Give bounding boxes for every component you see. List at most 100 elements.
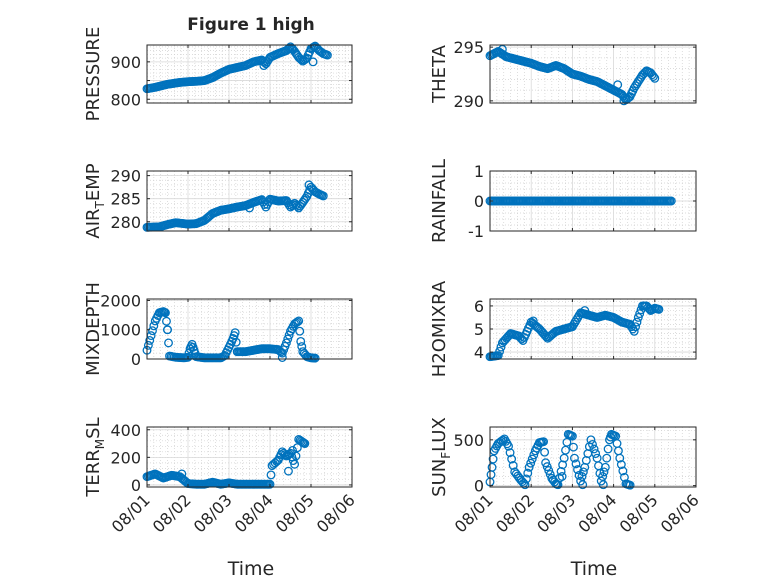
panel-h2omixra: 4 5 6 H2OMIXRA (429, 280, 697, 377)
y-axis-label: MIXDEPTH (83, 282, 104, 376)
panel-pressure: 800 900 PRESSURE (83, 27, 353, 122)
data-point (567, 431, 577, 441)
panel-terrain-msl: 0 200 400TERRMSL08/0108/0208/0308/0408/050… (83, 417, 359, 536)
series-markers (485, 429, 635, 490)
data-point (603, 444, 613, 454)
axes-frame (489, 426, 697, 488)
y-tick-label: 0 (131, 350, 141, 369)
data-point (162, 316, 171, 326)
data-point (505, 448, 515, 458)
y-tick-label: 290 (110, 167, 141, 186)
data-point (230, 328, 240, 338)
data-point (504, 441, 513, 451)
data-point (540, 447, 550, 457)
data-point (301, 193, 310, 203)
data-point (488, 454, 498, 464)
data-point (177, 469, 187, 479)
data-point (495, 346, 505, 356)
x-tick-label: 08/02 (492, 490, 538, 536)
data-point (524, 462, 534, 472)
axes-frame (146, 298, 353, 360)
x-tick-label: 08/01 (451, 490, 497, 536)
figure-title: Figure 1 high (187, 15, 315, 35)
data-point (308, 57, 318, 67)
y-tick-label: 295 (453, 38, 484, 57)
data-point (654, 304, 664, 314)
data-point (148, 326, 157, 336)
data-point (276, 347, 286, 357)
data-point (294, 316, 304, 326)
data-point (526, 458, 536, 468)
data-point (266, 470, 276, 480)
data-point (650, 73, 660, 83)
x-tick-label: 08/04 (231, 490, 277, 536)
data-point (586, 435, 596, 445)
data-point (613, 80, 623, 90)
x-axis-label-right: Time (570, 558, 618, 580)
y-tick-label: 5 (474, 320, 484, 339)
data-point (296, 336, 306, 346)
y-tick-label: 285 (110, 190, 141, 209)
x-tick-label: 08/04 (574, 490, 620, 536)
data-point (245, 203, 254, 213)
series-markers (142, 180, 328, 232)
data-point (541, 458, 551, 468)
y-tick-label: 2000 (100, 291, 141, 310)
y-axis-label: TERRMSL (83, 417, 107, 497)
y-tick-label: 1000 (100, 321, 141, 340)
data-point (318, 191, 328, 201)
data-point (487, 462, 497, 472)
data-point (616, 460, 626, 470)
data-point (160, 308, 170, 318)
data-point (304, 180, 314, 190)
data-point (523, 468, 533, 478)
data-point (629, 326, 639, 336)
data-point (507, 454, 517, 464)
data-point (577, 472, 587, 481)
data-point (666, 196, 676, 206)
data-point (556, 466, 566, 476)
y-tick-label: 280 (110, 213, 141, 232)
data-point (591, 449, 601, 459)
axes-frame (489, 44, 697, 104)
y-tick-label: 6 (474, 297, 484, 316)
data-point (163, 325, 172, 335)
y-axis-label: RAINFALL (429, 159, 450, 243)
y-axis-label: SUNFLUX (429, 417, 453, 497)
data-point (300, 439, 310, 448)
x-tick-label: 08/06 (657, 490, 703, 536)
data-point (527, 454, 537, 464)
data-point (295, 54, 305, 64)
data-point (295, 326, 305, 336)
data-point (625, 480, 635, 490)
data-point (258, 56, 268, 66)
data-point (580, 306, 590, 315)
data-point (290, 459, 300, 469)
data-point (578, 467, 588, 477)
data-point (544, 466, 554, 475)
y-tick-label: 200 (110, 448, 141, 467)
data-point (143, 340, 153, 350)
data-point (281, 338, 291, 348)
data-point (145, 336, 155, 345)
data-point (265, 479, 275, 489)
data-point (602, 453, 612, 463)
data-point (149, 321, 159, 331)
data-point (528, 316, 538, 326)
y-tick-label: 290 (453, 92, 484, 111)
series-markers (485, 44, 660, 106)
data-point (633, 313, 643, 322)
data-point (291, 318, 301, 328)
x-tick-label: 08/05 (616, 490, 662, 536)
data-point (558, 460, 568, 470)
y-tick-label: 4 (474, 343, 484, 362)
data-point (632, 317, 642, 327)
data-point (284, 466, 293, 476)
y-tick-label: 0 (131, 476, 141, 495)
y-axis-label: PRESSURE (83, 27, 104, 122)
data-point (292, 317, 302, 327)
data-point (557, 472, 567, 481)
